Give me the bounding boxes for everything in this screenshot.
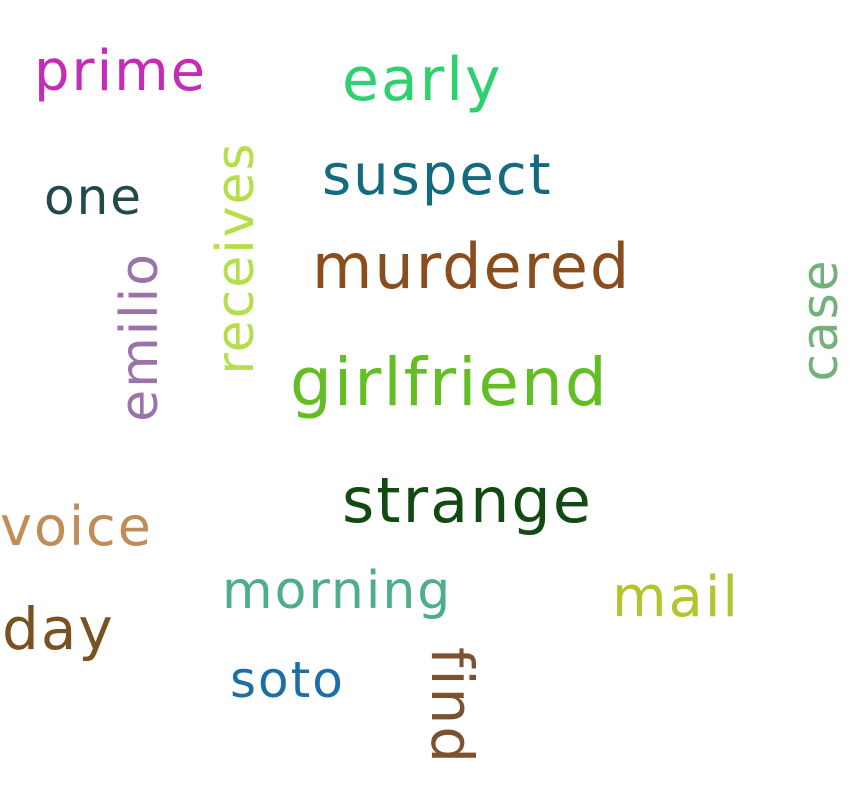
word-voice: voice xyxy=(0,495,153,558)
word-receives: receives xyxy=(206,141,266,375)
word-emilio: emilio xyxy=(110,252,170,422)
word-morning: morning xyxy=(222,561,453,621)
word-suspect: suspect xyxy=(322,143,553,208)
word-find: find xyxy=(418,646,486,766)
word-girlfriend: girlfriend xyxy=(290,344,609,421)
word-mail: mail xyxy=(612,565,740,630)
word-early: early xyxy=(342,45,503,115)
word-one: one xyxy=(44,168,144,226)
word-day: day xyxy=(2,595,115,663)
word-strange: strange xyxy=(342,464,593,537)
word-prime: prime xyxy=(34,39,208,104)
word-soto: soto xyxy=(230,651,345,709)
word-murdered: murdered xyxy=(312,230,632,303)
word-case: case xyxy=(791,258,849,382)
